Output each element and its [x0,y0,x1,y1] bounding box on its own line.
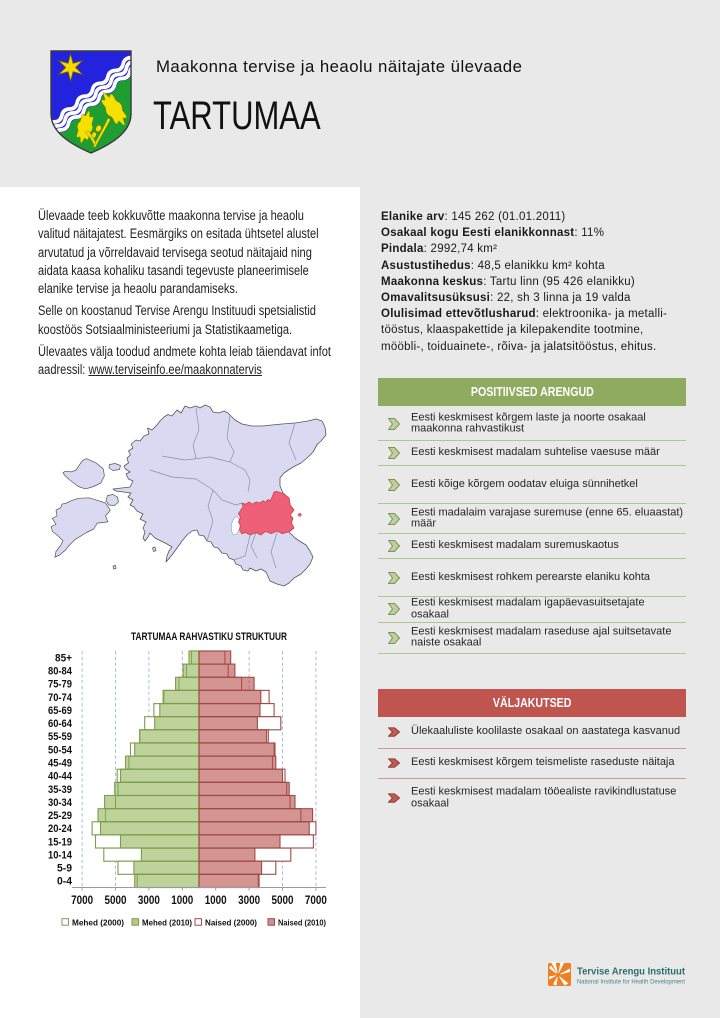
svg-text:75-79: 75-79 [48,679,72,691]
svg-text:25-29: 25-29 [48,810,72,822]
svg-text:3000: 3000 [238,895,260,907]
svg-text:3000: 3000 [138,895,160,907]
svg-text:20-24: 20-24 [48,823,72,835]
svg-text:1000: 1000 [205,895,227,907]
svg-text:35-39: 35-39 [48,784,72,796]
svg-text:10-14: 10-14 [48,850,72,862]
svg-text:Mehed (2010): Mehed (2010) [142,918,192,928]
svg-text:15-19: 15-19 [48,836,72,848]
svg-text:45-49: 45-49 [48,758,72,770]
svg-text:85+: 85+ [55,652,72,664]
svg-text:Tervise Arengu Instituut: Tervise Arengu Instituut [577,967,686,978]
svg-text:5-9: 5-9 [57,863,72,875]
svg-text:7000: 7000 [71,895,93,907]
svg-text:Naised (2010): Naised (2010) [278,918,326,928]
svg-text:30-34: 30-34 [48,797,72,809]
svg-text:5000: 5000 [272,895,294,907]
svg-text:5000: 5000 [105,895,127,907]
svg-text:70-74: 70-74 [48,692,72,704]
svg-text:80-84: 80-84 [48,666,72,678]
svg-text:40-44: 40-44 [48,771,72,783]
svg-text:7000: 7000 [305,895,327,907]
svg-text:TARTUMAA RAHVASTIKU STRUKTUUR: TARTUMAA RAHVASTIKU STRUKTUUR [131,631,287,643]
svg-text:65-69: 65-69 [48,705,72,717]
svg-text:0-4: 0-4 [57,876,72,888]
svg-text:1000: 1000 [171,895,193,907]
svg-text:National Institute for Health: National Institute for Health Developmen… [577,980,685,986]
svg-text:50-54: 50-54 [48,744,72,756]
svg-text:55-59: 55-59 [48,731,72,743]
svg-text:Mehed (2000): Mehed (2000) [72,918,124,928]
svg-text:Naised (2000): Naised (2000) [205,918,257,928]
svg-text:60-64: 60-64 [48,718,72,730]
